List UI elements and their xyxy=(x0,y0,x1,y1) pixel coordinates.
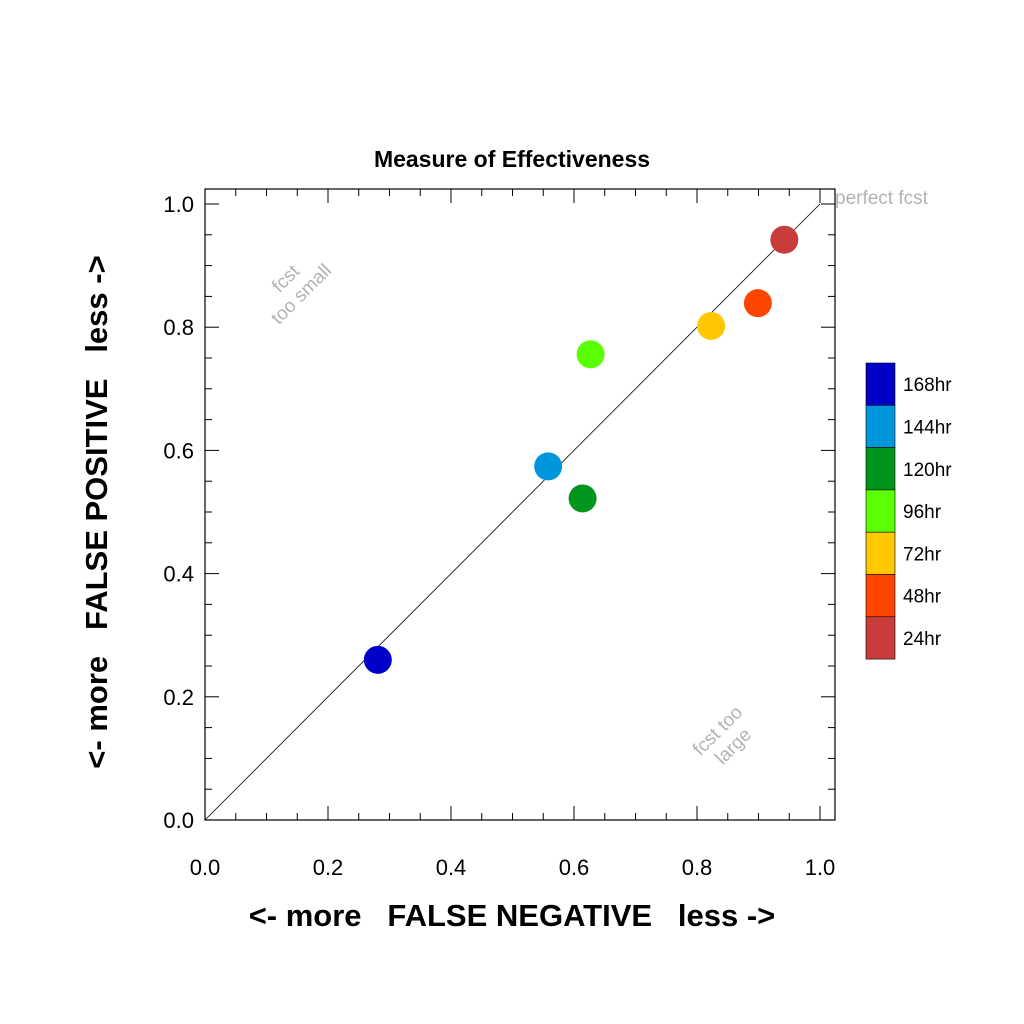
point-120hr xyxy=(568,484,597,513)
x-tick-label: 1.0 xyxy=(805,855,836,880)
point-96hr xyxy=(576,340,605,369)
y-tick-label: 1.0 xyxy=(163,192,194,217)
x-tick-label: 0.4 xyxy=(436,855,467,880)
legend-label-72hr: 72hr xyxy=(903,544,942,565)
too-large-annotation: fcst too large xyxy=(689,702,756,769)
legend-swatch-48hr xyxy=(865,574,896,618)
legend-label-24hr: 24hr xyxy=(903,629,942,650)
legend-label-120hr: 120hr xyxy=(903,460,952,481)
y-tick-label: 0.2 xyxy=(163,685,194,710)
point-24hr xyxy=(770,225,799,254)
legend-swatch-144hr xyxy=(865,404,896,448)
plot-frame xyxy=(204,188,836,821)
data-points xyxy=(363,225,799,674)
x-tick-label: 0.6 xyxy=(559,855,590,880)
point-168hr xyxy=(363,645,392,674)
x-tick-label: 0.2 xyxy=(313,855,344,880)
legend-label-168hr: 168hr xyxy=(903,375,952,396)
y-tick-label: 0.8 xyxy=(163,315,194,340)
perfect-forecast-diagonal xyxy=(204,203,821,821)
axis-ticks: 0.0 0.2 0.4 0.6 0.8 1.0 0.0 0.2 0.4 0.6 0.8 1.0 xyxy=(163,189,835,880)
x-tick-label: 0.8 xyxy=(682,855,713,880)
legend: 168hr 144hr 120hr 96hr 72hr 48hr 24hr xyxy=(865,362,952,660)
point-48hr xyxy=(743,289,772,318)
too-small-line-2: too small xyxy=(267,260,336,329)
too-small-annotation: fcst too small xyxy=(267,260,336,329)
legend-swatch-120hr xyxy=(865,447,896,491)
perfect-fcst-annotation: perfect fcst xyxy=(835,188,929,209)
legend-swatch-168hr xyxy=(865,362,896,406)
legend-label-48hr: 48hr xyxy=(903,587,942,608)
diagonal-line xyxy=(204,203,821,821)
y-tick-label: 0.6 xyxy=(163,438,194,463)
legend-swatch-96hr xyxy=(865,489,896,533)
y-tick-label: 0.4 xyxy=(163,562,194,587)
legend-label-96hr: 96hr xyxy=(903,502,942,523)
x-tick-label: 0.0 xyxy=(190,855,221,880)
chart-title: Measure of Effectiveness xyxy=(374,146,650,172)
y-axis-title: <- more FALSE POSITIVE less -> xyxy=(79,255,114,768)
y-tick-label: 0.0 xyxy=(163,808,194,833)
plot-border xyxy=(204,188,836,821)
point-72hr xyxy=(697,311,726,340)
legend-label-144hr: 144hr xyxy=(903,417,952,438)
x-axis-title: <- more FALSE NEGATIVE less -> xyxy=(249,898,776,933)
legend-swatch-24hr xyxy=(865,616,896,660)
point-144hr xyxy=(534,452,563,481)
legend-swatch-72hr xyxy=(865,531,896,575)
